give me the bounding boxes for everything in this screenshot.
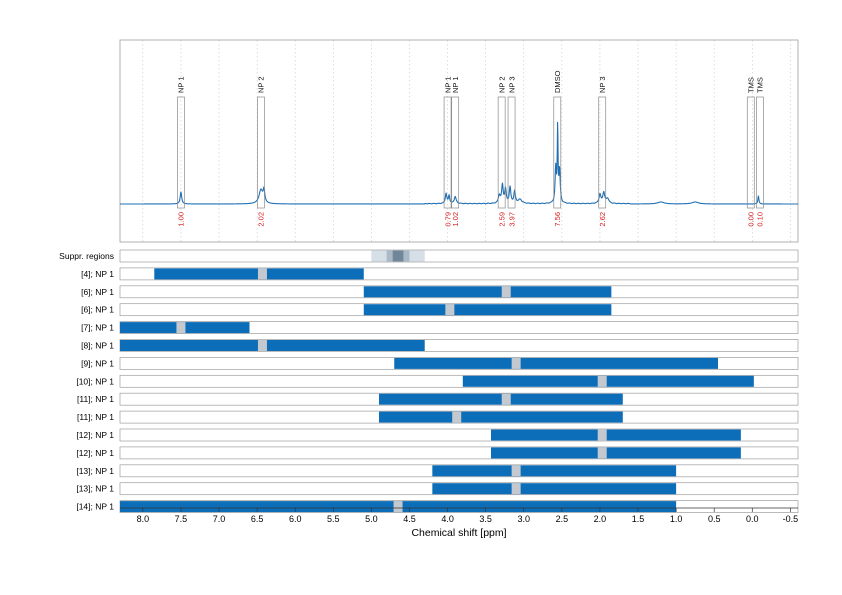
- x-tick-label: 7.5: [175, 514, 188, 524]
- row-label: Suppr. regions: [59, 251, 114, 261]
- range-bar: [120, 340, 425, 351]
- peak-label: NP 1: [443, 76, 452, 93]
- peak-integral: 2.62: [598, 212, 607, 227]
- peak-integral: 2.59: [497, 212, 506, 227]
- row-label: [13]; NP 1: [76, 484, 114, 494]
- x-axis-label: Chemical shift [ppm]: [411, 527, 506, 539]
- peak-box: [451, 96, 460, 209]
- range-gap: [597, 375, 607, 387]
- row-label: [9]; NP 1: [81, 358, 114, 368]
- row-label: [8]; NP 1: [81, 341, 114, 351]
- range-gap: [511, 483, 521, 495]
- row-label: [11]; NP 1: [77, 394, 114, 404]
- x-tick-label: 2.0: [594, 514, 607, 524]
- row-label: [6]; NP 1: [81, 305, 114, 315]
- peak-label: NP 1: [451, 76, 460, 93]
- peak-label: DMSO: [553, 70, 562, 93]
- peak-box: [507, 96, 516, 209]
- range-gap: [393, 501, 403, 513]
- peak-integral: 0.79: [443, 212, 452, 227]
- row-label: [12]; NP 1: [76, 430, 114, 440]
- x-tick-label: 7.0: [213, 514, 226, 524]
- range-gap: [452, 411, 462, 423]
- range-gap: [511, 465, 521, 477]
- suppression-row: [119, 249, 799, 263]
- x-tick-label: 1.0: [670, 514, 683, 524]
- row-label: [11]; NP 1: [77, 412, 114, 422]
- range-bar: [379, 393, 623, 405]
- row-label: [7]; NP 1: [81, 323, 114, 333]
- range-gap: [257, 268, 267, 280]
- peak-label: TMS: [747, 77, 756, 93]
- peak-box: [746, 96, 755, 209]
- peak-box: [553, 96, 562, 209]
- peak-integral: 0.10: [756, 212, 765, 227]
- range-bar: [394, 357, 719, 369]
- x-tick-label: 6.0: [289, 514, 302, 524]
- range-bar: [432, 465, 677, 477]
- range-gap: [176, 322, 186, 334]
- peak-box: [598, 96, 607, 209]
- range-bar: [432, 483, 677, 495]
- peak-labels-layer: NP 1 1.00 NP 2 2.02 NP 1 0.79 NP 1 1.02 NP 2 2.59…: [177, 70, 765, 226]
- spectrum-panel: [119, 39, 799, 243]
- range-gap: [597, 447, 607, 459]
- peak-label: TMS: [756, 77, 765, 93]
- range-gap: [445, 304, 455, 316]
- peak-integral: 1.02: [451, 212, 460, 227]
- range-bar: [363, 286, 612, 298]
- peak-box: [756, 96, 764, 209]
- row-label: [10]; NP 1: [76, 376, 114, 386]
- range-gap: [511, 357, 521, 369]
- x-tick-label: 4.5: [403, 514, 416, 524]
- peak-box: [443, 96, 452, 209]
- peak-label: NP 2: [257, 76, 266, 93]
- row-label: [13]; NP 1: [76, 466, 114, 476]
- peak-label: NP 3: [598, 76, 607, 93]
- range-bar: [462, 375, 754, 387]
- grid-layer: [142, 40, 791, 242]
- peak-integral: 1.00: [177, 212, 186, 227]
- x-tick-label: 3.5: [479, 514, 492, 524]
- range-gap: [501, 393, 511, 405]
- range-bar: [490, 447, 741, 459]
- x-axis: 8.0 7.5 7.0 6.5 6.0 5.5 5.0 4.5 4.0 3.5 3.0 2.5 2.0 1…: [120, 507, 799, 524]
- range-bar: [363, 304, 612, 316]
- peak-integral: 2.02: [257, 212, 266, 227]
- suppression-region: [392, 250, 404, 262]
- range-bar: [379, 411, 623, 423]
- peak-integral: 7.56: [553, 212, 562, 227]
- x-tick-label: 8.0: [137, 514, 150, 524]
- peak-label: NP 3: [507, 76, 516, 93]
- x-tick-label: -0.5: [783, 514, 799, 524]
- x-tick-label: 3.0: [517, 514, 530, 524]
- peak-box: [257, 96, 265, 209]
- x-tick-label: 2.5: [556, 514, 569, 524]
- range-gap: [501, 286, 511, 298]
- x-tick-label: 1.5: [632, 514, 645, 524]
- row-label: [12]; NP 1: [76, 448, 114, 458]
- range-bar: [490, 429, 741, 441]
- peak-integral: 0.00: [747, 212, 756, 227]
- row-label: [6]; NP 1: [81, 287, 114, 297]
- x-tick-label: 0.5: [708, 514, 721, 524]
- peak-box: [497, 96, 506, 209]
- x-tick-label: 6.5: [251, 514, 264, 524]
- peak-label: NP 2: [497, 76, 506, 93]
- x-tick-label: 4.0: [441, 514, 454, 524]
- peak-integral: 3.97: [507, 212, 516, 227]
- x-tick-label: 5.0: [365, 514, 378, 524]
- rows-layer: Suppr. regions [4]; NP 1 [6]; NP 1 [6]; NP …: [59, 249, 799, 513]
- peak-box: [177, 96, 185, 209]
- peak-label: NP 1: [177, 76, 186, 93]
- range-gap: [257, 340, 267, 351]
- row-label: [4]; NP 1: [81, 269, 114, 279]
- row-label: [14]; NP 1: [76, 502, 114, 512]
- x-tick-label: 5.5: [327, 514, 340, 524]
- range-gap: [597, 429, 607, 441]
- x-tick-label: 0.0: [746, 514, 759, 524]
